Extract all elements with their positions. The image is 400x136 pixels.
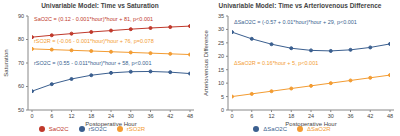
svg-text:90: 90 [18, 13, 24, 19]
svg-text:50: 50 [18, 107, 24, 113]
html-text:Univariable Model: Time vs Art: Univariable Model: Time vs Arteriovenous… [218, 2, 382, 9]
html-text:SaO2C: SaO2C [48, 126, 69, 132]
svg-text:25: 25 [218, 40, 224, 46]
html-text:rSO2R: rSO2R [126, 126, 146, 132]
svg-text:0: 0 [230, 113, 233, 119]
svg-text:36: 36 [147, 113, 153, 119]
svg-text:60: 60 [18, 83, 24, 89]
svg-text:6: 6 [50, 113, 53, 119]
html-text:ΔSaO2R = 0.16*hour + 5, p<0.00: ΔSaO2R = 0.16*hour + 5, p<0.001 [234, 60, 319, 66]
html-text:rSO2C = (0.55 - 0.011*hour)*ho: rSO2C = (0.55 - 0.011*hour)*hour + 58, p… [34, 60, 152, 66]
html-text:ΔSaO2C: ΔSaO2C [263, 126, 287, 132]
svg-text:48: 48 [187, 113, 193, 119]
svg-text:5: 5 [221, 94, 224, 100]
svg-text:48: 48 [387, 113, 392, 119]
svg-text:80: 80 [18, 36, 24, 42]
svg-text:30: 30 [218, 26, 224, 32]
svg-text:36: 36 [347, 113, 353, 119]
html-text:SaO2C = (0.12 - 0.001*hour)*ho: SaO2C = (0.12 - 0.001*hour)*hour + 81, p… [34, 16, 154, 22]
svg-text:24: 24 [308, 113, 314, 119]
html-text:ΔSaO2R: ΔSaO2R [307, 126, 331, 132]
svg-text:0: 0 [30, 113, 33, 119]
svg-text:Saturation: Saturation [8, 49, 9, 76]
svg-text:Postoperative Hour: Postoperative Hour [285, 121, 336, 127]
svg-text:Arteriovenous Difference: Arteriovenous Difference [203, 29, 209, 96]
svg-text:24: 24 [108, 113, 114, 119]
svg-text:12: 12 [68, 113, 74, 119]
html-text:ΔSaO2C = (-0.57 + 0.01*hour)*h: ΔSaO2C = (-0.57 + 0.01*hour)*hour + 29, … [234, 19, 357, 25]
svg-text:0: 0 [221, 107, 224, 113]
html-text:Univariable Model: Time vs Sat: Univariable Model: Time vs Saturation [41, 2, 159, 9]
svg-text:6: 6 [250, 113, 253, 119]
svg-text:42: 42 [367, 113, 373, 119]
svg-text:30: 30 [328, 113, 334, 119]
html-text:rSO2R = (-0.06 - 0.001*hour)*h: rSO2R = (-0.06 - 0.001*hour)*hour + 76, … [34, 38, 154, 44]
svg-text:12: 12 [268, 113, 274, 119]
svg-text:35: 35 [218, 13, 224, 19]
svg-text:70: 70 [18, 60, 24, 66]
svg-text:20: 20 [218, 53, 224, 59]
svg-text:Postoperative Hour: Postoperative Hour [85, 121, 136, 127]
svg-text:15: 15 [218, 67, 224, 73]
svg-text:18: 18 [88, 113, 94, 119]
html-text:rSO2C: rSO2C [88, 126, 107, 132]
svg-text:30: 30 [128, 113, 134, 119]
svg-text:18: 18 [288, 113, 294, 119]
svg-text:42: 42 [167, 113, 173, 119]
svg-text:10: 10 [218, 80, 224, 86]
